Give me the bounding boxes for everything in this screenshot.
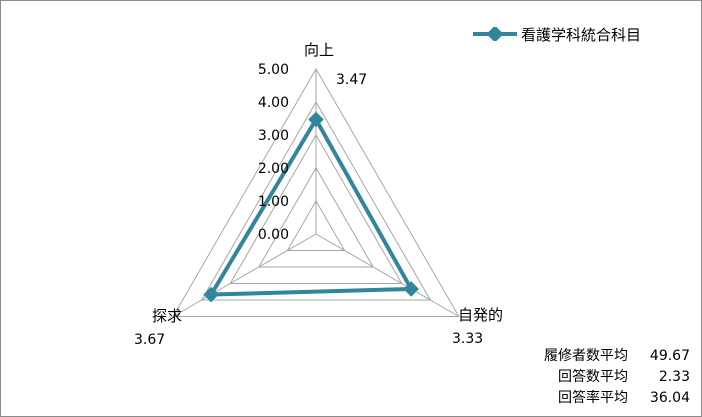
stat-value: 36.04 (649, 390, 690, 406)
category-label: 探求 (152, 307, 182, 325)
category-label: 向上 (304, 41, 334, 59)
stat-row-enrolled: 履修者数平均 49.67 (544, 346, 690, 367)
data-label: 3.67 (134, 332, 165, 348)
data-point (403, 281, 419, 297)
legend: 看護学科統合科目 (473, 22, 641, 46)
legend-marker-icon (473, 27, 517, 41)
axis-tick-label: 1.00 (258, 194, 289, 210)
axis-tick-label: 0.00 (258, 227, 289, 243)
category-label: 自発的 (458, 306, 503, 324)
grid-ring (200, 100, 432, 301)
axis-tick-label: 4.00 (258, 95, 289, 111)
grid-ring (257, 167, 375, 268)
grid-spoke (172, 233, 317, 317)
data-point (203, 286, 219, 303)
stat-row-response-rate: 回答率平均 36.04 (544, 388, 690, 409)
axis-tick-label: 5.00 (258, 62, 289, 78)
stat-label: 回答数平均 (558, 369, 628, 385)
axis-tick-label: 2.00 (258, 161, 289, 177)
series-line (209, 117, 414, 297)
stat-label: 回答率平均 (558, 390, 628, 406)
stat-value: 2.33 (658, 369, 690, 385)
legend-series-name: 看護学科統合科目 (521, 25, 642, 44)
stat-label: 履修者数平均 (544, 348, 628, 364)
grid-spoke (315, 233, 460, 317)
grid-ring (229, 133, 403, 284)
data-label: 3.47 (336, 72, 367, 88)
grid-ring (172, 68, 460, 317)
stat-value: 49.67 (649, 348, 690, 364)
stat-row-responses: 回答数平均 2.33 (544, 367, 690, 388)
stats-table: 履修者数平均 49.67 回答数平均 2.33 回答率平均 36.04 (544, 346, 690, 409)
grid-ring (286, 199, 346, 251)
data-label: 3.33 (452, 331, 483, 347)
axis-tick-label: 3.00 (258, 128, 289, 144)
